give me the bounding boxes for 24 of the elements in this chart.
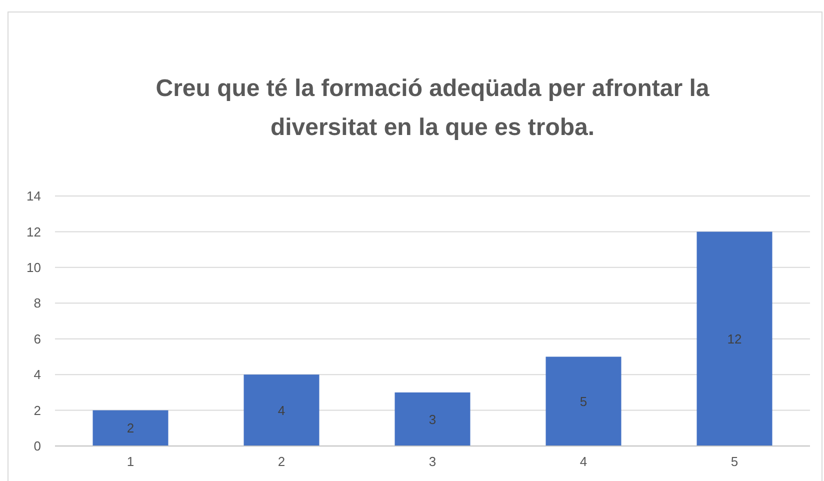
data-label: 2 <box>126 420 134 436</box>
bar <box>394 392 470 446</box>
bar <box>696 232 772 446</box>
y-tick-label: 14 <box>26 188 41 204</box>
x-tick-label: 2 <box>278 454 286 469</box>
x-tick-label: 4 <box>580 454 588 469</box>
x-tick-label: 3 <box>428 454 436 469</box>
chart-title: Creu que té la formació adeqüada per afrontar la diversitat en la que es troba. <box>156 75 710 141</box>
y-tick-label: 0 <box>34 438 41 454</box>
x-tick-label: 1 <box>126 454 134 469</box>
y-tick-label: 10 <box>26 260 41 275</box>
y-tick-label: 8 <box>34 296 41 311</box>
y-tick-label: 4 <box>34 367 41 382</box>
data-label: 12 <box>727 331 742 346</box>
bar <box>244 374 320 446</box>
y-tick-label: 6 <box>34 331 41 346</box>
bar <box>546 356 622 446</box>
data-label: 4 <box>278 402 286 418</box>
y-tick-label: 12 <box>26 224 41 240</box>
x-tick-label: 5 <box>730 454 738 469</box>
bar <box>92 410 168 446</box>
y-tick-label: 2 <box>34 402 41 418</box>
data-label: 3 <box>428 412 436 427</box>
data-label: 5 <box>580 394 588 409</box>
